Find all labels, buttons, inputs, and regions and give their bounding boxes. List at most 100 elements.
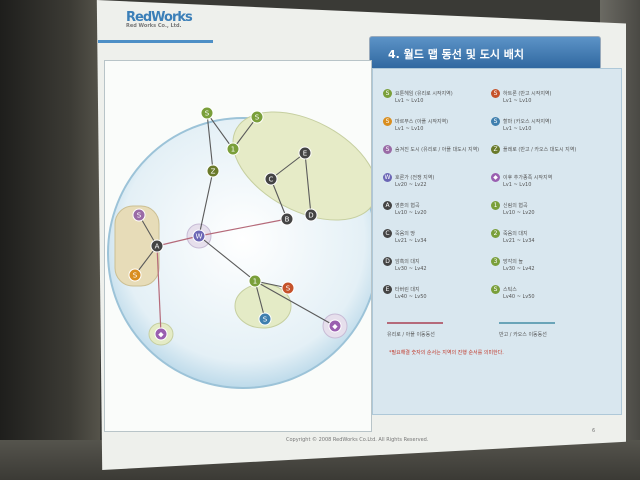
legend-marker-icon: S — [383, 145, 392, 154]
legend-marker-icon: 3 — [491, 257, 500, 266]
legend-marker-icon: 1 — [491, 201, 500, 210]
projected-slide: RedWorks Red Works Co., Ltd. 4. 월드 맵 동선 … — [96, 0, 626, 470]
legend-level: Lv10 ~ Lv20 — [395, 210, 427, 216]
header-rule — [98, 40, 213, 43]
legend-level: Lv21 ~ Lv34 — [503, 238, 535, 244]
legend-label: 호론가 (전쟁 지역) — [395, 175, 435, 181]
map-node-label: S — [205, 110, 210, 118]
legend-marker-icon: S — [383, 117, 392, 126]
zone-south — [234, 283, 292, 329]
legend-item: S 하트론 (반고 시작지역) Lv1 ~ Lv10 — [491, 89, 603, 104]
map-node-label: E — [303, 150, 307, 158]
legend-marker-icon: E — [383, 285, 392, 294]
map-node-label: S — [137, 212, 142, 220]
legend-level: Lv21 ~ Lv34 — [395, 238, 427, 244]
map-node-c: C — [264, 172, 278, 186]
map-node-s-red: S — [281, 281, 295, 295]
legend-item: S 스틱스 Lv40 ~ Lv50 — [491, 285, 603, 300]
map-node-z: Z — [206, 164, 220, 178]
legend-label: 죽음의 대지 — [503, 231, 528, 237]
legend-level: Lv1 ~ Lv10 — [503, 126, 532, 132]
legend-item: 1 신림의 협곡 Lv10 ~ Lv20 — [491, 201, 603, 216]
legend-label: 죽음의 땅 — [395, 231, 415, 237]
legend-item: Z 플레로 (반고 / 카오스 대도시 지역) — [491, 145, 603, 160]
legend-level: Lv1 ~ Lv10 — [395, 98, 424, 104]
world-map-diagram: S S 1 Z C E B D S A S W ◆ 1 S S ◆ — [107, 106, 371, 389]
map-node-label: S — [263, 316, 268, 324]
map-node-label: S — [286, 285, 291, 293]
legend-marker-icon: W — [383, 173, 392, 182]
legend-level: Lv40 ~ Lv50 — [395, 294, 427, 300]
slide-title-bar: 4. 월드 맵 동선 및 도시 배치 — [369, 36, 601, 70]
legend-label: 요툰헤임 (유리로 시작지역) — [395, 91, 453, 97]
map-node-diamond-right: ◆ — [328, 319, 342, 333]
company-logo: RedWorks Red Works Co., Ltd. — [126, 10, 193, 29]
legend-label: 타버린 대지 — [395, 287, 420, 293]
legend-level: Lv20 ~ Lv22 — [395, 182, 427, 188]
legend-marker-icon: 2 — [491, 229, 500, 238]
legend-marker-icon: ◆ — [491, 173, 500, 182]
legend-level: Lv40 ~ Lv50 — [503, 294, 535, 300]
map-node-label: S — [255, 114, 260, 122]
legend-item: S 요툰헤임 (유리로 시작지역) Lv1 ~ Lv10 — [383, 89, 495, 104]
room-wall-left — [0, 0, 100, 480]
map-node-label: D — [308, 212, 313, 220]
map-node-b: B — [280, 212, 294, 226]
map-node-s-left2: S — [128, 268, 142, 282]
route-line-yuriro-label: 유리로 / 아플 이동동선 — [387, 332, 435, 338]
logo-tagline: Red Works Co., Ltd. — [126, 23, 182, 29]
legend-marker-icon: S — [491, 285, 500, 294]
map-node-label: Z — [211, 168, 216, 176]
footnote: *필요해결 숫자의 순서는 지역의 진행 순서를 의미한다. — [389, 350, 504, 356]
legend-level: Lv10 ~ Lv20 — [503, 210, 535, 216]
legend-label: 신림의 협곡 — [503, 203, 528, 209]
route-line-bango-sample — [499, 322, 555, 324]
map-node-label: ◆ — [158, 331, 164, 339]
legend-label: 영혼의 협곡 — [395, 203, 420, 209]
legend-marker-icon: C — [383, 229, 392, 238]
map-node-w: W — [192, 229, 206, 243]
map-node-n-2: 1 — [248, 274, 262, 288]
legend-marker-icon: Z — [491, 145, 500, 154]
legend-level: Lv1 ~ Lv10 — [395, 126, 424, 132]
legend-item: ◆ 이후 추가종족 시작지역 Lv1 ~ Lv10 — [491, 173, 603, 188]
legend-level: Lv30 ~ Lv42 — [503, 266, 535, 272]
map-node-label: ◆ — [332, 323, 338, 331]
page-number: 6 — [592, 428, 596, 434]
map-node-s-top1: S — [200, 106, 214, 120]
route-line-yuriro — [156, 218, 288, 335]
legend-item: S 숨겨진 도시 (유리로 / 아플 대도시 지역) — [383, 145, 495, 160]
legend-label: 망각의 늪 — [503, 259, 523, 265]
legend-level: Lv30 ~ Lv42 — [395, 266, 427, 272]
map-node-s-blue: S — [258, 312, 272, 326]
copyright-text: Copyright © 2008 RedWorks Co.Ltd. All Ri… — [286, 437, 429, 443]
map-node-s-left1: S — [132, 208, 146, 222]
logo-name: RedWorks — [126, 10, 193, 25]
legend-marker-icon: S — [383, 89, 392, 98]
legend-level: Lv1 ~ Lv10 — [503, 182, 532, 188]
map-node-a: A — [150, 239, 164, 253]
map-node-label: B — [285, 216, 290, 224]
route-line-bango-label: 반고 / 카오스 이동동선 — [499, 332, 547, 338]
legend-marker-icon: S — [491, 117, 500, 126]
legend-label: 숨겨진 도시 (유리로 / 아플 대도시 지역) — [395, 147, 480, 153]
map-node-d: D — [304, 208, 318, 222]
legend-label: 할마 (카오스 시작지역) — [503, 119, 552, 125]
legend-label: 마르부스 (아플 시작지역) — [395, 119, 449, 125]
legend-marker-icon: D — [383, 257, 392, 266]
legend-label: 플레로 (반고 / 카오스 대도시 지역) — [503, 147, 577, 153]
legend-item: A 영혼의 협곡 Lv10 ~ Lv20 — [383, 201, 495, 216]
map-node-label: C — [269, 176, 274, 184]
route-line-yuriro-sample — [387, 322, 443, 324]
map-node-label: A — [155, 243, 160, 251]
legend-marker-icon: S — [491, 89, 500, 98]
legend-item: E 타버린 대지 Lv40 ~ Lv50 — [383, 285, 495, 300]
map-node-e: E — [298, 146, 312, 160]
map-node-label: W — [196, 233, 203, 241]
legend-item: C 죽음의 땅 Lv21 ~ Lv34 — [383, 229, 495, 244]
map-node-s-top2: S — [250, 110, 264, 124]
map-node-n-1: 1 — [226, 142, 240, 156]
legend-label: 스틱스 — [503, 287, 517, 293]
legend-item: 2 죽음의 대지 Lv21 ~ Lv34 — [491, 229, 603, 244]
map-node-label: 1 — [231, 146, 235, 154]
